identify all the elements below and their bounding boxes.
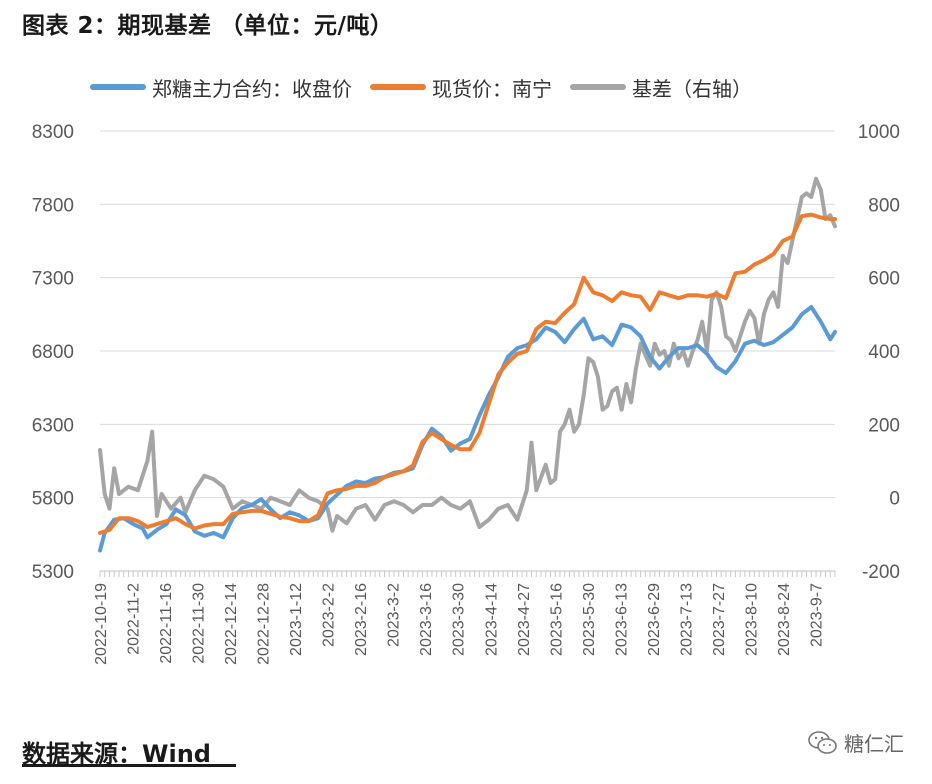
x-tick-label: 2023-3-2 — [386, 583, 403, 647]
watermark-text: 糖仁汇 — [844, 732, 904, 756]
legend: 郑糖主力合约：收盘价 现货价：南宁 基差（右轴） — [90, 72, 752, 102]
data-source: 数据来源：Wind — [22, 740, 211, 768]
y-right-tick-label: -200 — [862, 562, 900, 583]
x-tick-label: 2023-7-27 — [711, 583, 728, 656]
y-left-tick-label: 7300 — [32, 269, 74, 290]
y-left-tick-label: 7800 — [32, 195, 74, 216]
x-tick-label: 2023-6-29 — [646, 583, 663, 656]
y-right-tick-label: 600 — [868, 269, 900, 290]
legend-item-spot: 现货价：南宁 — [370, 73, 552, 102]
legend-swatch-futures — [90, 84, 146, 90]
y-right-tick-label: 800 — [868, 195, 900, 216]
series-line-futures — [98, 305, 837, 553]
x-tick-label: 2023-4-14 — [483, 583, 500, 656]
legend-label-spot: 现货价：南宁 — [432, 76, 552, 101]
series-line-spot — [98, 212, 837, 535]
x-tick-label: 2022-10-19 — [93, 583, 110, 665]
x-tick-label: 2023-2-16 — [353, 583, 370, 656]
y-right-tick-label: 0 — [889, 489, 900, 510]
x-tick-label: 2023-4-27 — [516, 583, 533, 656]
x-tick-label: 2023-5-16 — [548, 583, 565, 656]
series-line-basis — [98, 176, 837, 533]
legend-swatch-basis — [570, 84, 626, 90]
x-tick-label: 2023-1-12 — [288, 583, 305, 656]
x-tick-label: 2023-8-24 — [776, 583, 793, 656]
source-underline — [22, 764, 236, 767]
y-left-tick-label: 6300 — [32, 415, 74, 436]
y-right-tick-label: 400 — [868, 342, 900, 363]
y-left-tick-label: 6800 — [32, 342, 74, 363]
legend-item-basis: 基差（右轴） — [570, 73, 752, 102]
x-tick-label: 2023-8-10 — [743, 583, 760, 656]
x-tick-label: 2023-3-16 — [418, 583, 435, 656]
x-tick-label: 2022-11-16 — [158, 583, 175, 664]
watermark: 糖仁汇 — [808, 728, 904, 757]
y-left-tick-label: 5300 — [32, 562, 74, 583]
y-right-tick-label: 200 — [868, 415, 900, 436]
legend-label-basis: 基差（右轴） — [632, 76, 752, 101]
chart-plot: 5300 5800 6300 6800 7300 7800 8300 -200 0 200 400 6… — [32, 122, 900, 665]
x-tick-label: 2023-6-13 — [613, 583, 630, 656]
chart-title: 图表 2：期现基差 （单位：元/吨） — [22, 13, 394, 39]
y-left-tick-label: 5800 — [32, 489, 74, 510]
x-tick-label: 2023-7-13 — [678, 583, 695, 656]
y-left-tick-label: 8300 — [32, 122, 74, 143]
legend-item-futures: 郑糖主力合约：收盘价 — [90, 73, 352, 102]
y-right-tick-label: 1000 — [858, 122, 900, 143]
x-tick-label: 2022-11-2 — [126, 583, 143, 655]
x-tick-label: 2023-3-30 — [451, 583, 468, 656]
x-tick-label: 2023-9-7 — [808, 583, 825, 647]
x-tick-label: 2023-5-30 — [581, 583, 598, 656]
x-tick-label: 2022-11-30 — [191, 583, 208, 664]
wechat-icon — [808, 730, 837, 754]
x-tick-label: 2023-2-2 — [321, 583, 338, 647]
x-tick-label: 2022-12-28 — [256, 583, 273, 665]
legend-swatch-spot — [370, 84, 426, 90]
legend-label-futures: 郑糖主力合约：收盘价 — [152, 76, 352, 101]
x-tick-label: 2022-12-14 — [223, 583, 240, 665]
